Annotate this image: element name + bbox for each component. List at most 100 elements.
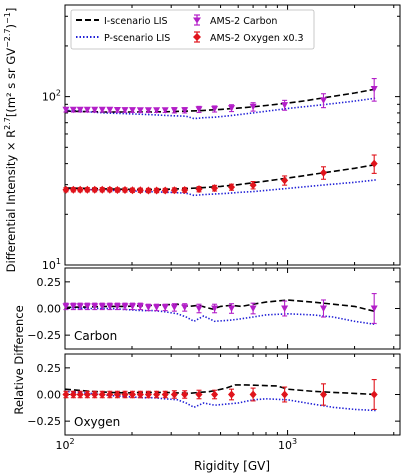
ams-oxygen-point bbox=[195, 185, 203, 194]
carbon-y-tick-label: 0.25 bbox=[37, 276, 62, 289]
oxygen-ams-point bbox=[161, 390, 169, 399]
ams-oxygen-point bbox=[228, 183, 236, 192]
carbon-ams-point bbox=[228, 305, 236, 312]
ams-carbon-point bbox=[319, 97, 327, 104]
ams-oxygen-point bbox=[106, 185, 114, 194]
ams-carbon-point bbox=[136, 107, 144, 114]
legend: I-scenario LIS P-scenario LIS AMS-2 Carb… bbox=[70, 9, 315, 50]
carbon-ams-point bbox=[153, 304, 161, 311]
ams-carbon-point bbox=[281, 102, 289, 109]
oxygen-ams-point bbox=[69, 390, 77, 399]
x-tick-label: 103 bbox=[278, 437, 297, 452]
ams-oxygen-point bbox=[161, 186, 169, 195]
oxygen-ams-point bbox=[211, 390, 219, 399]
carbon-ams-point bbox=[249, 305, 257, 312]
oxygen-ams-point bbox=[370, 390, 378, 399]
ams-oxygen-point bbox=[136, 186, 144, 195]
oxygen-ams-point bbox=[319, 390, 327, 399]
legend-frame bbox=[70, 9, 315, 50]
ams-oxygen-point bbox=[113, 185, 121, 194]
carbon-i-lis-line bbox=[64, 299, 377, 313]
oxygen-ams-point bbox=[113, 390, 121, 399]
carbon-ams-point bbox=[91, 303, 99, 310]
oxygen-ams-point bbox=[153, 390, 161, 399]
ams-carbon-point bbox=[106, 106, 114, 114]
legend-ams-carbon-marker bbox=[193, 14, 201, 26]
top-y-tick-label: 101 bbox=[42, 257, 61, 272]
ams-carbon-point bbox=[228, 105, 236, 112]
carbon-p-lis-line bbox=[64, 306, 377, 326]
ams-carbon-point bbox=[113, 106, 121, 114]
ams-carbon-point bbox=[62, 106, 70, 114]
x-tick-label: 102 bbox=[55, 437, 74, 452]
carbon-ams-point bbox=[136, 303, 144, 310]
carbon-ams-point bbox=[144, 304, 152, 311]
carbon-ams-point bbox=[211, 305, 219, 312]
ams-oxygen-point bbox=[181, 185, 189, 194]
ams-carbon-point bbox=[249, 103, 257, 111]
carbon-ams-point bbox=[76, 303, 84, 310]
ams-carbon-point bbox=[181, 107, 189, 114]
ams-carbon-point bbox=[121, 107, 129, 114]
legend-ams-oxygen-marker bbox=[193, 31, 201, 43]
carbon-ams-point bbox=[161, 304, 169, 311]
ams-oxygen-point bbox=[281, 176, 289, 185]
oxygen-ams-point bbox=[91, 390, 99, 399]
carbon-difference-panel: 0.25 0.00 −0.25 Carbon bbox=[27, 267, 401, 350]
ams-oxygen-point bbox=[98, 185, 106, 194]
ams-oxygen-point bbox=[370, 159, 378, 168]
ams-carbon-point bbox=[195, 106, 203, 113]
top-y-axis-label: Differential Intensity × R2.7[(m² s sr G… bbox=[3, 8, 18, 273]
legend-i-lis-label: I-scenario LIS bbox=[104, 16, 168, 27]
p-lis-carbon-line bbox=[64, 97, 377, 120]
carbon-ams-point bbox=[62, 303, 70, 310]
oxygen-ams-point bbox=[106, 390, 114, 399]
intensity-panel: 101 102 bbox=[42, 4, 401, 272]
oxygen-y-tick-label: −0.25 bbox=[27, 415, 61, 428]
oxygen-ams-point bbox=[98, 390, 106, 399]
ams-carbon-point bbox=[161, 107, 169, 114]
legend-p-lis-label: P-scenario LIS bbox=[104, 33, 170, 44]
ams-carbon-point bbox=[144, 107, 152, 114]
oxygen-ams-point bbox=[249, 390, 257, 399]
ams-oxygen-point bbox=[249, 181, 257, 190]
carbon-ams-point bbox=[195, 305, 203, 312]
legend-ams-oxygen-label: AMS-2 Oxygen x0.3 bbox=[210, 33, 304, 44]
ams-oxygen-point bbox=[121, 185, 129, 194]
ams-oxygen-point bbox=[69, 185, 77, 194]
oxygen-ams-point bbox=[136, 390, 144, 399]
ams-oxygen-point bbox=[83, 185, 91, 194]
carbon-ams-point bbox=[170, 304, 178, 311]
oxygen-ams-point bbox=[195, 390, 203, 399]
carbon-ams-point bbox=[83, 303, 91, 310]
oxygen-ams-point bbox=[181, 390, 189, 399]
oxygen-ams-point bbox=[83, 390, 91, 399]
ams-carbon-point bbox=[370, 85, 378, 93]
top-y-tick-label: 102 bbox=[42, 89, 61, 104]
ams-oxygen-point bbox=[319, 168, 327, 177]
oxygen-ams-point bbox=[62, 390, 70, 399]
oxygen-difference-panel: 102 103 0.25 0.00 −0.25 Oxygen bbox=[27, 353, 401, 452]
oxygen-p-lis-line bbox=[64, 390, 377, 412]
carbon-ams-point bbox=[121, 303, 129, 310]
ams-carbon-point bbox=[128, 107, 136, 114]
carbon-ams-point bbox=[281, 305, 289, 312]
carbon-annotation: Carbon bbox=[74, 329, 117, 343]
carbon-ams-point bbox=[113, 303, 121, 310]
x-axis-label: Rigidity [GV] bbox=[194, 459, 270, 473]
carbon-ams-point bbox=[370, 305, 378, 312]
oxygen-ams-point bbox=[281, 390, 289, 399]
ams-carbon-point bbox=[211, 105, 219, 113]
ams-oxygen-point bbox=[128, 186, 136, 195]
oxygen-ams-point bbox=[128, 390, 136, 399]
relative-difference-label: Relative Difference bbox=[12, 305, 26, 414]
carbon-ams-point bbox=[98, 303, 106, 310]
ams-oxygen-point bbox=[62, 185, 70, 194]
carbon-y-tick-label: −0.25 bbox=[27, 329, 61, 342]
oxygen-ams-point bbox=[170, 390, 178, 399]
carbon-ams-point bbox=[319, 305, 327, 312]
i-lis-oxygen-line bbox=[64, 163, 377, 191]
ams-carbon-point bbox=[69, 106, 77, 114]
oxygen-y-tick-label: 0.00 bbox=[37, 389, 62, 402]
